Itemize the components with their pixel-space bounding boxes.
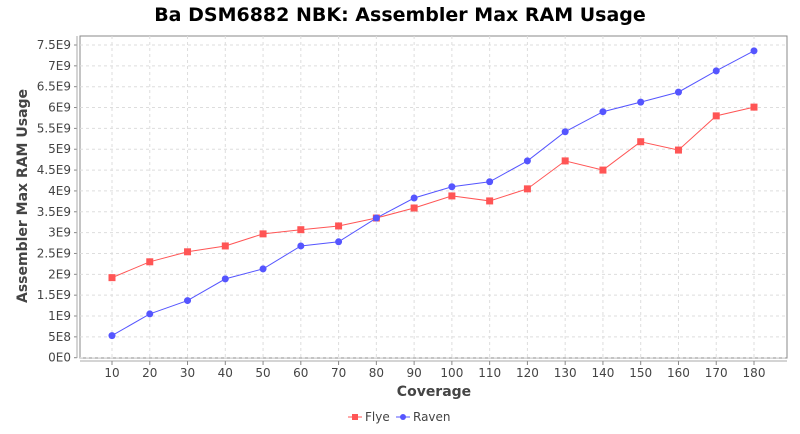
legend-marker (400, 414, 406, 420)
data-point-raven (372, 214, 380, 222)
data-point-raven (599, 108, 607, 116)
y-tick-label: 3.5E9 (37, 205, 71, 219)
x-tick-label: 100 (440, 366, 463, 380)
data-point-raven (486, 178, 494, 186)
data-point-flye (108, 274, 116, 282)
legend-marker (352, 414, 358, 420)
x-tick-label: 60 (293, 366, 308, 380)
data-point-flye (448, 192, 456, 200)
y-tick-label: 2E9 (48, 267, 71, 281)
series-line-raven (111, 50, 755, 337)
data-point-flye (297, 226, 305, 234)
data-point-flye (221, 242, 229, 250)
x-tick-label: 140 (591, 366, 614, 380)
x-tick-label: 110 (478, 366, 501, 380)
data-point-raven (221, 275, 229, 283)
y-tick-label: 6.5E9 (37, 80, 71, 94)
data-point-raven (297, 242, 305, 250)
y-tick-label: 3E9 (48, 226, 71, 240)
data-point-flye (486, 197, 494, 205)
y-tick-label: 7.5E9 (37, 38, 71, 52)
data-point-flye (750, 103, 758, 111)
y-tick-label: 0E0 (48, 351, 71, 365)
data-point-raven (674, 88, 682, 96)
legend-label-flye: Flye (365, 410, 390, 424)
x-tick-label: 30 (180, 366, 195, 380)
x-tick-label: 70 (331, 366, 346, 380)
data-point-raven (448, 183, 456, 191)
data-point-raven (146, 310, 154, 318)
y-tick-label: 6E9 (48, 101, 71, 115)
plot-area (79, 35, 788, 359)
x-tick-label: 120 (516, 366, 539, 380)
data-point-raven (523, 157, 531, 165)
x-axis-label: Coverage (397, 384, 471, 400)
y-tick-label: 7E9 (48, 59, 71, 73)
data-point-raven (108, 332, 116, 340)
y-tick-label: 2.5E9 (37, 246, 71, 260)
x-tick-label: 170 (705, 366, 728, 380)
data-point-flye (410, 204, 418, 212)
series-line-flye (111, 106, 755, 279)
data-point-raven (561, 128, 569, 136)
data-point-flye (259, 230, 267, 238)
y-axis-label: Assembler Max RAM Usage (15, 89, 31, 303)
data-point-flye (637, 138, 645, 146)
chart-title: Ba DSM6882 NBK: Assembler Max RAM Usage (154, 4, 646, 26)
y-tick-label: 5.5E9 (37, 121, 71, 135)
data-point-flye (184, 248, 192, 256)
y-tick-label: 1.5E9 (37, 288, 71, 302)
x-tick-label: 80 (369, 366, 384, 380)
y-tick-label: 1E9 (48, 309, 71, 323)
data-point-flye (523, 185, 531, 193)
data-point-raven (712, 67, 720, 75)
data-point-flye (599, 166, 607, 174)
data-point-flye (712, 112, 720, 120)
y-tick-label: 5E8 (48, 330, 71, 344)
x-tick-label: 160 (667, 366, 690, 380)
data-point-raven (184, 297, 192, 305)
y-tick-label: 4.5E9 (37, 163, 71, 177)
x-tick-label: 150 (629, 366, 652, 380)
data-point-raven (259, 265, 267, 273)
data-point-raven (335, 238, 343, 246)
x-tick-label: 40 (218, 366, 233, 380)
x-tick-label: 180 (743, 366, 766, 380)
y-tick-label: 5E9 (48, 142, 71, 156)
y-tick-label: 4E9 (48, 184, 71, 198)
x-tick-label: 90 (406, 366, 421, 380)
data-point-flye (335, 222, 343, 230)
data-point-flye (146, 258, 154, 266)
x-tick-label: 130 (554, 366, 577, 380)
data-point-raven (637, 98, 645, 106)
data-point-flye (674, 146, 682, 154)
data-point-flye (561, 157, 569, 165)
x-tick-label: 20 (142, 366, 157, 380)
x-tick-label: 10 (104, 366, 119, 380)
data-point-raven (410, 194, 418, 202)
x-tick-label: 50 (255, 366, 270, 380)
legend-label-raven: Raven (413, 410, 451, 424)
data-point-raven (750, 47, 758, 55)
